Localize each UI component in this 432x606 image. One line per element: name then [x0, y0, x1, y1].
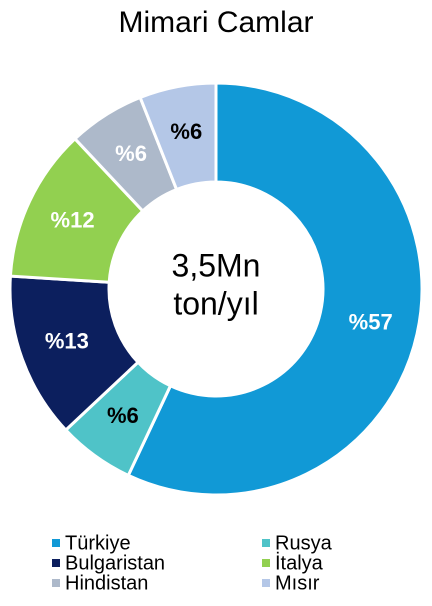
value-label: %6 [107, 403, 139, 428]
value-label: %6 [170, 119, 202, 144]
legend-swatch [262, 579, 270, 587]
center-label: ton/yıl [173, 285, 258, 321]
legend-swatch [52, 539, 60, 547]
legend-swatch [52, 559, 60, 567]
legend-swatch [262, 539, 270, 547]
legend-label: Rusya [275, 532, 333, 554]
chart-title: Mimari Camlar [119, 6, 314, 39]
legend-label: Mısır [275, 572, 320, 594]
center-label: 3,5Mn [172, 247, 261, 283]
donut-segment [126, 81, 424, 497]
legend-swatch [52, 579, 60, 587]
value-label: %12 [51, 207, 95, 232]
legend-swatch [262, 559, 270, 567]
legend-label: Bulgaristan [65, 552, 165, 574]
value-label: %6 [115, 141, 147, 166]
value-label: %57 [349, 309, 393, 334]
legend-label: Hindistan [65, 572, 148, 594]
donut-segment [138, 81, 218, 192]
legend-label: İtalya [275, 551, 324, 574]
value-label: %13 [45, 329, 89, 354]
legend-label: Türkiye [65, 532, 131, 554]
